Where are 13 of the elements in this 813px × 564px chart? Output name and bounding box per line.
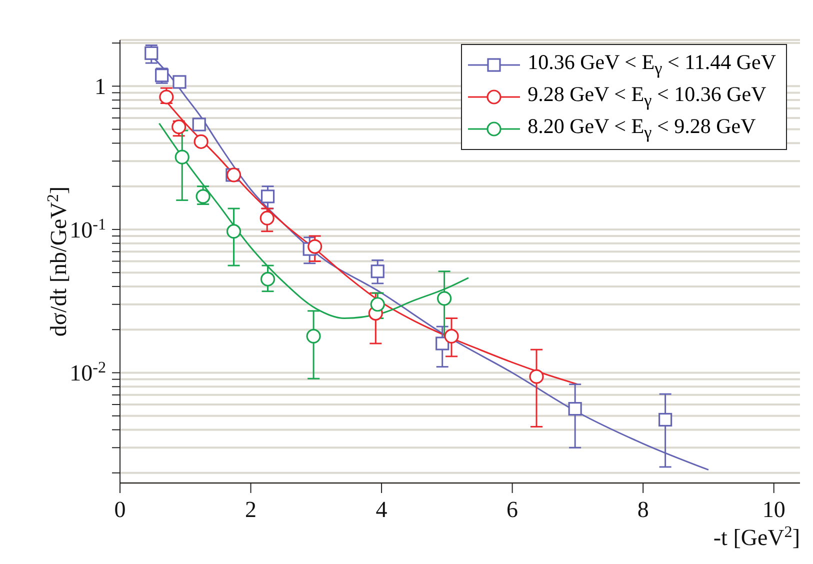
y-tick-label: 10$^{-1}$: [70, 216, 106, 242]
y-tick-label: 10$^{-2}$: [70, 359, 106, 386]
legend-label: 9.28 GeV < E$_{γ}$ < 10.36 GeV: [528, 82, 766, 112]
x-tick-label: 2: [245, 497, 257, 522]
x-tick-label: 10: [762, 497, 786, 522]
y-tick-label: 1: [94, 74, 106, 100]
legend-label: 10.36 GeV < E$_{γ}$ < 11.44 GeV: [528, 50, 776, 80]
x-tick-label: 4: [376, 497, 388, 522]
x-tick-label: 0: [114, 497, 126, 522]
x-axis-title: -t [GeV$^{2}$]: [713, 524, 800, 550]
legend-label: 8.20 GeV < E$_{γ}$ < 9.28 GeV: [528, 114, 756, 144]
x-tick-label: 8: [637, 497, 649, 522]
x-tick-label: 6: [506, 497, 518, 522]
